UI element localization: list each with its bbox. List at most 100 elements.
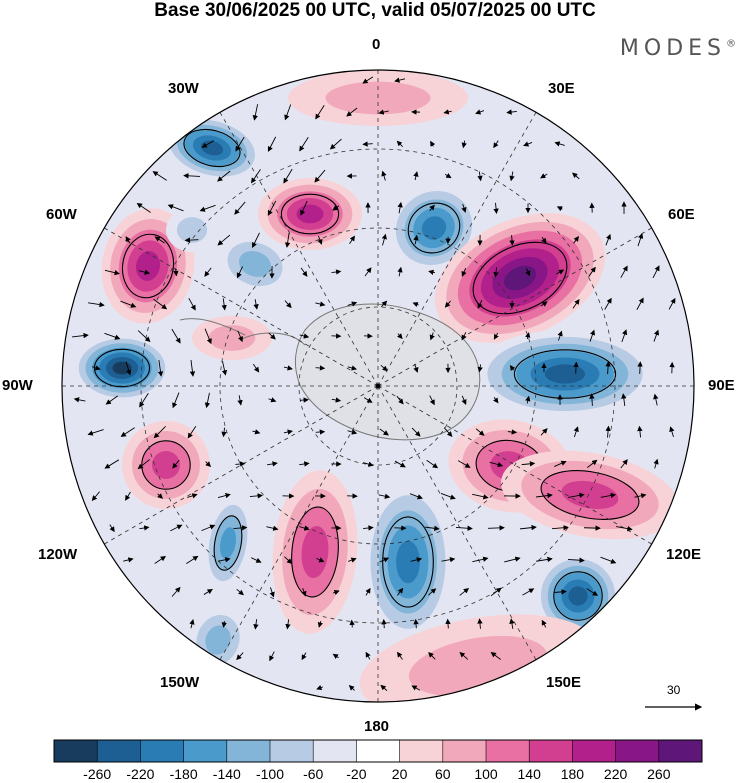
wind-arrow bbox=[394, 460, 406, 468]
wind-arrow bbox=[557, 330, 563, 341]
colorbar-tick-label: -20 bbox=[346, 766, 367, 782]
wind-arrow bbox=[91, 491, 101, 502]
lon-label-60w: 60W bbox=[46, 206, 77, 223]
colorbar bbox=[53, 739, 703, 763]
wind-arrow bbox=[621, 393, 627, 406]
wind-arrow bbox=[525, 268, 531, 277]
wind-arrow bbox=[381, 170, 387, 181]
wind-arrow bbox=[540, 428, 548, 436]
wind-arrow bbox=[217, 492, 231, 499]
wind-arrow bbox=[171, 328, 181, 344]
wind-arrow bbox=[428, 269, 436, 275]
wind-arrow bbox=[301, 588, 307, 597]
wind-arrow bbox=[267, 461, 278, 467]
wind-arrow bbox=[509, 171, 515, 182]
wind-arrow bbox=[477, 364, 483, 373]
wind-arrow bbox=[572, 298, 580, 309]
wind-arrow bbox=[428, 651, 436, 660]
wind-arrow bbox=[443, 109, 452, 115]
wind-arrow bbox=[269, 651, 275, 662]
wind-arrow bbox=[186, 555, 199, 565]
wind-arrow bbox=[653, 458, 659, 469]
wind-arrow bbox=[567, 557, 585, 563]
wind-arrow bbox=[444, 300, 451, 308]
wind-arrow bbox=[204, 328, 212, 345]
wind-arrow bbox=[348, 685, 355, 691]
wind-arrow bbox=[137, 330, 151, 343]
wind-arrow bbox=[253, 299, 259, 310]
wind-arrow bbox=[573, 235, 579, 244]
colorbar-tick-label: 260 bbox=[647, 766, 671, 782]
wind-arrow bbox=[153, 426, 166, 439]
wind-arrow bbox=[572, 172, 580, 180]
wind-arrow bbox=[413, 618, 419, 629]
wind-arrow bbox=[105, 395, 118, 405]
wind-arrow bbox=[315, 429, 326, 435]
wind-arrow bbox=[317, 620, 323, 628]
wind-arrow bbox=[428, 588, 437, 596]
height-contour-line bbox=[121, 233, 175, 299]
wind-arrow bbox=[378, 109, 389, 115]
height-contour-line bbox=[280, 193, 340, 235]
wind-arrow bbox=[540, 173, 548, 179]
wind-arrow bbox=[237, 330, 243, 343]
wind-arrow bbox=[349, 235, 355, 244]
wind-arrow bbox=[455, 525, 473, 531]
wind-arrow bbox=[396, 140, 404, 148]
wind-arrow bbox=[136, 202, 151, 213]
colorbar-swatch bbox=[356, 740, 401, 762]
wind-arrow bbox=[347, 301, 358, 307]
wind-arrow bbox=[87, 429, 104, 436]
wind-arrow bbox=[605, 233, 611, 246]
wind-arrow bbox=[519, 524, 537, 531]
anomaly-contour bbox=[176, 217, 208, 243]
wind-arrow bbox=[521, 461, 536, 467]
wind-arrow bbox=[187, 493, 198, 499]
wind-arrow bbox=[299, 136, 309, 152]
wind-arrow bbox=[104, 459, 120, 469]
wind-arrow bbox=[314, 169, 326, 183]
wind-arrow bbox=[429, 204, 435, 211]
wind-arrow bbox=[347, 429, 358, 435]
wind-arrow bbox=[509, 618, 515, 629]
wind-arrow bbox=[540, 301, 548, 307]
wind-arrow bbox=[316, 684, 324, 691]
wind-arrow bbox=[461, 203, 467, 213]
wind-arrow bbox=[541, 619, 547, 628]
wind-arrow bbox=[203, 588, 213, 595]
lon-label-90e: 90E bbox=[708, 377, 735, 394]
height-contour-line bbox=[472, 241, 568, 315]
colorbar-swatch bbox=[486, 740, 530, 762]
vector-scale: 30 bbox=[645, 683, 707, 713]
wind-arrow bbox=[573, 426, 579, 438]
wind-arrow bbox=[332, 589, 340, 596]
wind-arrow bbox=[284, 556, 293, 564]
vector-scale-arrow bbox=[645, 703, 703, 711]
wind-arrow bbox=[568, 492, 585, 499]
wind-arrow bbox=[600, 556, 617, 564]
height-contour-line bbox=[93, 348, 151, 388]
lon-label-0: 0 bbox=[372, 36, 381, 53]
wind-arrow bbox=[669, 426, 675, 438]
colorbar-swatch bbox=[270, 740, 314, 762]
wind-arrow bbox=[475, 428, 485, 436]
wind-arrow bbox=[205, 461, 212, 468]
wind-arrow bbox=[634, 493, 647, 499]
wind-arrow bbox=[315, 301, 326, 307]
wind-arrow bbox=[362, 76, 374, 84]
wind-arrow bbox=[188, 297, 196, 311]
wind-arrow bbox=[536, 556, 553, 563]
wind-arrow bbox=[204, 267, 212, 277]
wind-arrow bbox=[490, 587, 502, 597]
colorbar-swatch bbox=[399, 740, 444, 762]
height-contour-line bbox=[540, 470, 640, 520]
wind-arrow bbox=[284, 104, 292, 121]
wind-arrow bbox=[523, 141, 533, 147]
anomaly-contour bbox=[396, 540, 420, 584]
wind-arrow bbox=[233, 525, 248, 531]
wind-arrow bbox=[536, 492, 553, 499]
wind-arrow bbox=[363, 525, 374, 531]
wind-arrow bbox=[183, 173, 201, 179]
wind-arrow bbox=[157, 493, 163, 499]
wind-arrow bbox=[285, 619, 291, 630]
